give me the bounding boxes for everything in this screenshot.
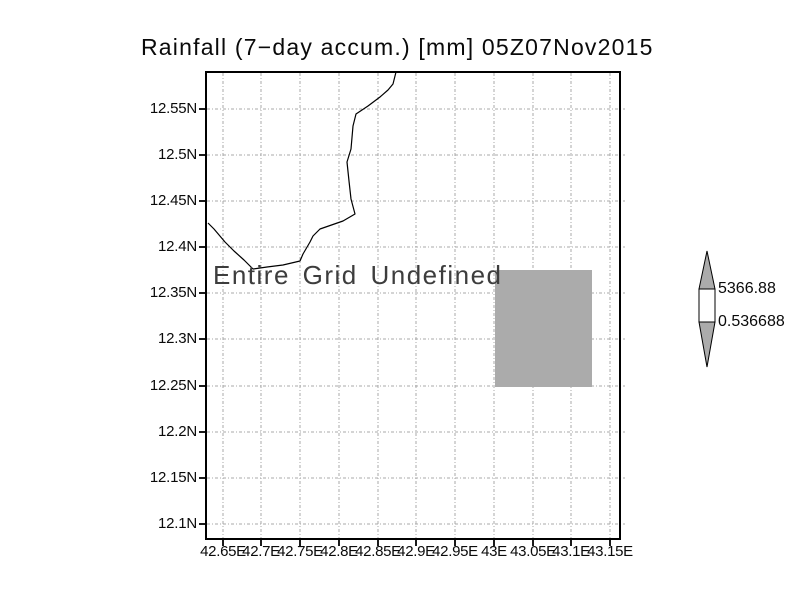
y-axis-tick-label: 12.4N — [157, 238, 197, 255]
colorbar-min-label: 0.536688 — [718, 313, 785, 330]
y-axis-tick-label: 12.2N — [157, 423, 197, 440]
x-axis-tick-label: 42.85E — [355, 543, 401, 560]
y-axis-tick-label: 12.3N — [157, 330, 197, 347]
coastline-path — [207, 71, 397, 270]
x-axis-tick-label: 42.7E — [242, 543, 280, 560]
colorbar-max-label: 5366.88 — [718, 280, 776, 297]
y-axis-tick-label: 12.25N — [149, 377, 197, 394]
x-axis-tick-label: 42.9E — [397, 543, 435, 560]
x-axis-tick-label: 42.8E — [320, 543, 358, 560]
y-axis-tick-label: 12.55N — [149, 100, 197, 117]
x-axis-tick-label: 43.15E — [587, 543, 633, 560]
colorbar-upper-arrow — [698, 250, 716, 290]
x-axis-tick-label: 43E — [481, 543, 507, 560]
map-frame — [205, 71, 621, 540]
x-axis-tick-label: 43.1E — [552, 543, 590, 560]
y-axis-tick-label: 12.5N — [157, 146, 197, 163]
plot-title: Rainfall (7−day accum.) [mm] 05Z07Nov201… — [141, 34, 654, 60]
gray-region-block — [495, 270, 592, 387]
undefined-notice: Entire Grid Undefined — [213, 260, 503, 290]
y-axis-tick-label: 12.15N — [149, 469, 197, 486]
x-axis-tick-label: 42.95E — [432, 543, 478, 560]
y-axis-tick-label: 12.1N — [157, 515, 197, 532]
colorbar-box — [698, 288, 716, 323]
y-axis-tick-label: 12.35N — [149, 284, 197, 301]
y-axis-tick-label: 12.45N — [149, 192, 197, 209]
x-axis-tick-label: 42.75E — [277, 543, 323, 560]
x-axis-tick-label: 42.65E — [200, 543, 246, 560]
colorbar-lower-arrow — [698, 321, 716, 368]
x-axis-tick-label: 43.05E — [510, 543, 556, 560]
